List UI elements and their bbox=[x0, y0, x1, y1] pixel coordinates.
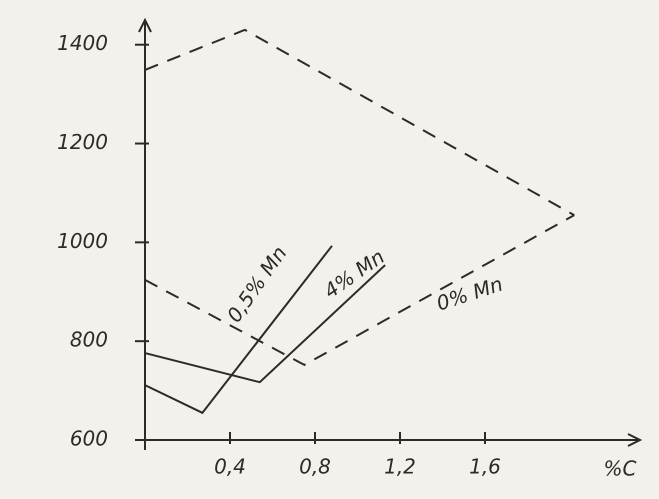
x-axis bbox=[140, 434, 640, 446]
x-tick-label: 0,8 bbox=[299, 455, 331, 479]
y-tick-label: 1000 bbox=[57, 229, 108, 253]
y-tick-label: 1200 bbox=[57, 130, 108, 154]
x-tick-label: 1,6 bbox=[469, 455, 501, 479]
series-label: 0% Mn bbox=[433, 272, 505, 316]
x-tick-label: 1,2 bbox=[384, 455, 416, 479]
series-label: 0,5% Mn bbox=[222, 242, 292, 327]
x-axis-label: %C bbox=[604, 457, 637, 481]
series-line bbox=[145, 30, 574, 215]
y-tick-label: 800 bbox=[70, 328, 108, 352]
x-tick-label: 0,4 bbox=[214, 455, 246, 479]
y-tick-label: 600 bbox=[70, 427, 108, 451]
chart: %C 600 800 1000 1200 1400 0,4 0,8 1,2 1,6 0% Mn 0,… bbox=[0, 0, 659, 499]
y-tick-label: 1400 bbox=[57, 31, 108, 55]
